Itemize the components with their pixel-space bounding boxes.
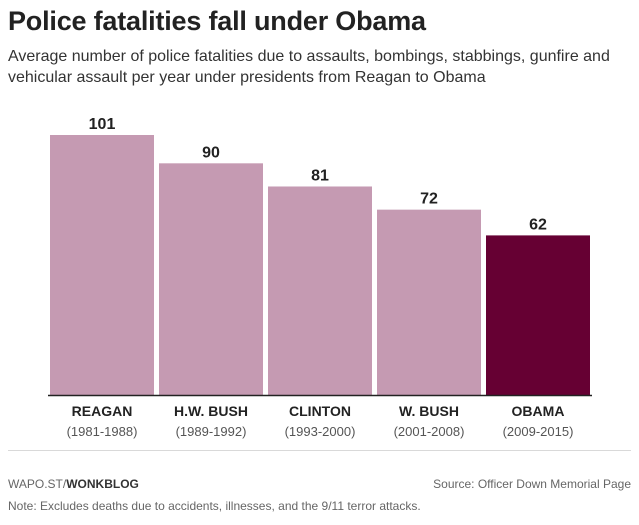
period-label-h-w-bush: (1989-1992) (176, 424, 247, 439)
category-label-w-bush: W. BUSH (399, 403, 459, 419)
value-label-h-w-bush: 90 (202, 144, 220, 161)
credit-line: WAPO.ST/WONKBLOG (8, 477, 139, 491)
bar-w-bush (377, 209, 481, 395)
note-text: Note: Excludes deaths due to accidents, … (8, 499, 421, 513)
chart-title: Police fatalities fall under Obama (8, 6, 426, 36)
credit-prefix: WAPO.ST/ (8, 477, 67, 491)
period-label-reagan: (1981-1988) (67, 424, 138, 439)
credit-brand: WONKBLOG (66, 477, 139, 491)
footer-divider (8, 450, 631, 451)
bar-chart: 101 REAGAN (1981-1988) 90 H.W. BUSH (1989-199… (48, 116, 592, 439)
value-label-reagan: 101 (89, 116, 116, 133)
category-label-h-w-bush: H.W. BUSH (174, 403, 248, 419)
period-label-obama: (2009-2015) (503, 424, 574, 439)
bar-h-w-bush (159, 163, 263, 395)
bar-clinton (268, 186, 372, 395)
source-text: Source: Officer Down Memorial Page (433, 477, 631, 491)
bar-reagan (50, 135, 154, 395)
chart-subtitle: Average number of police fatalities due … (8, 48, 610, 86)
value-label-w-bush: 72 (420, 191, 438, 208)
category-label-clinton: CLINTON (289, 403, 351, 419)
value-label-clinton: 81 (311, 167, 329, 184)
category-label-obama: OBAMA (512, 403, 565, 419)
period-label-clinton: (1993-2000) (285, 424, 356, 439)
period-label-w-bush: (2001-2008) (394, 424, 465, 439)
bar-obama (486, 235, 590, 395)
category-label-reagan: REAGAN (72, 403, 133, 419)
value-label-obama: 62 (529, 216, 547, 233)
